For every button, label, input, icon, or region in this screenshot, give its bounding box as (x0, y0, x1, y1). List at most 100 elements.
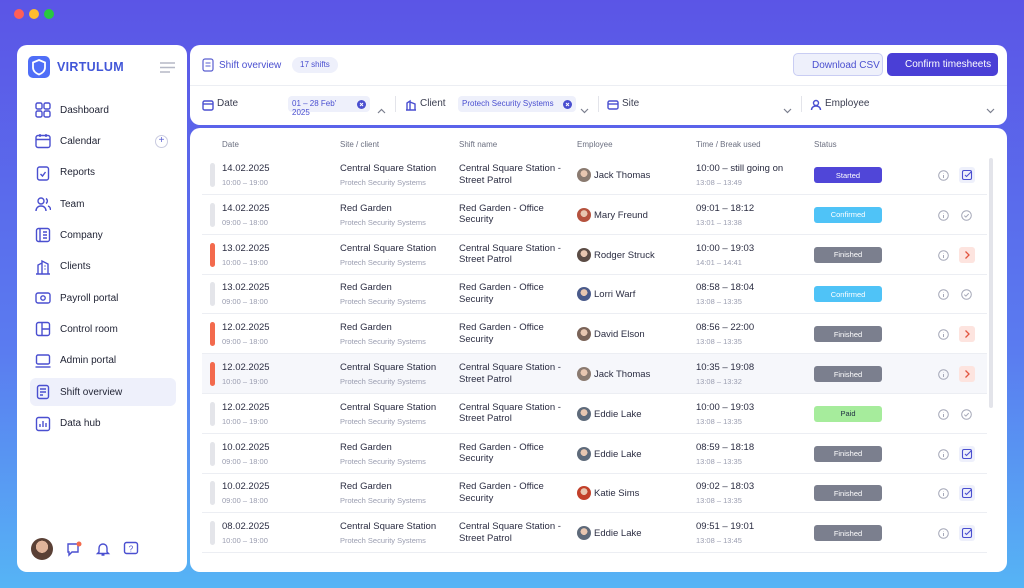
table-row[interactable]: 14.02.2025 10:00 – 19:00 Central Square St… (202, 155, 987, 195)
nav-item[interactable]: Dashboard (30, 96, 176, 124)
nav-icon (35, 228, 51, 243)
table-row[interactable]: 13.02.2025 10:00 – 19:00 Central Square St… (202, 235, 987, 275)
table-row[interactable]: 10.02.2025 09:00 – 18:00 Red Garden Protech… (202, 473, 987, 514)
nav-item[interactable]: Payroll portal (30, 284, 176, 312)
shift-hours: 10:00 – 19:00 (222, 178, 268, 187)
filter-caret (377, 101, 386, 119)
table-row[interactable]: 14.02.2025 09:00 – 18:00 Red Garden Protech… (202, 195, 987, 235)
nav-item[interactable]: Company (30, 221, 176, 249)
client-name: Protech Security Systems (340, 217, 426, 227)
brand-name: VIRTULUM (57, 60, 124, 74)
icon[interactable] (783, 108, 792, 114)
employee-name[interactable]: Eddie Lake (594, 408, 642, 420)
confirm-timesheets-button[interactable]: Confirm timesheets (887, 53, 998, 76)
icon (202, 100, 214, 111)
nav-icon (36, 165, 50, 181)
edit-button[interactable] (959, 445, 975, 462)
user-avatar[interactable] (31, 538, 53, 560)
nav-item[interactable]: Clients (30, 253, 176, 281)
icon[interactable] (938, 289, 949, 301)
filter-chip[interactable]: 01 – 28 Feb' 2025 (288, 96, 370, 117)
edit-button[interactable] (959, 167, 975, 183)
edit-button[interactable] (959, 525, 975, 542)
filter-label[interactable]: Employee (825, 98, 870, 109)
employee-name[interactable]: Katie Sims (594, 488, 640, 500)
info-icon (938, 369, 949, 383)
row-flag (210, 322, 215, 347)
filter-label[interactable]: Site (622, 98, 640, 109)
nav-item[interactable]: Admin portal (30, 347, 176, 375)
icon[interactable] (377, 108, 386, 114)
scrollbar[interactable] (989, 158, 993, 408)
window-close[interactable] (14, 9, 24, 19)
employee-name[interactable]: Eddie Lake (594, 528, 642, 540)
info-icon (938, 528, 949, 542)
info-icon (938, 249, 949, 264)
filter-icon (405, 98, 417, 116)
review-button[interactable] (959, 326, 975, 343)
table-row[interactable]: 10.02.2025 09:00 – 18:00 Red Garden Protech… (202, 434, 987, 474)
table-row[interactable]: 12.02.2025 09:00 – 18:00 Red Garden Protech… (202, 314, 987, 355)
review-button[interactable] (959, 366, 975, 382)
table-row[interactable]: 12.02.2025 10:00 – 19:00 Central Square St… (202, 354, 987, 394)
icon[interactable] (938, 408, 949, 420)
nav-label: Dashboard (60, 104, 109, 116)
filter-label[interactable]: Client (420, 98, 446, 109)
table-row[interactable]: 13.02.2025 09:00 – 18:00 Red Garden Protech… (202, 274, 987, 315)
nav-item[interactable]: Shift overview (30, 378, 176, 407)
icon[interactable] (357, 99, 366, 109)
nav-item[interactable]: Reports (30, 159, 176, 187)
filter-divider (395, 96, 396, 112)
messages-icon[interactable] (66, 541, 82, 557)
icon[interactable] (938, 488, 949, 500)
employee-name[interactable]: Rodger Struck (594, 249, 655, 261)
help-icon[interactable]: ? (123, 541, 139, 557)
filter-label[interactable]: Date (217, 98, 239, 109)
icon[interactable] (580, 108, 589, 114)
employee-name[interactable]: Jack Thomas (594, 369, 651, 380)
confirmed-icon (961, 209, 972, 224)
nav-item[interactable]: Team (30, 190, 176, 218)
employee-name[interactable]: David Elson (594, 329, 645, 341)
nav-item[interactable]: Control room (30, 315, 176, 343)
icon[interactable] (938, 249, 949, 261)
edit-button[interactable] (959, 485, 975, 502)
review-button[interactable] (959, 246, 975, 263)
employee-name[interactable]: Mary Freund (594, 209, 648, 221)
svg-text:?: ? (129, 545, 134, 554)
icon[interactable] (938, 369, 949, 380)
download-csv-button[interactable]: Download CSV (793, 53, 883, 76)
menu-toggle[interactable] (160, 62, 175, 73)
icon[interactable] (938, 528, 949, 539)
window-minimize[interactable] (29, 9, 39, 19)
info-icon (938, 170, 949, 184)
icon[interactable] (938, 329, 949, 340)
client-name: Protech Security Systems (340, 257, 426, 267)
nav-item[interactable]: Data hub (30, 410, 176, 438)
icon[interactable] (986, 108, 995, 114)
employee-avatar (577, 406, 591, 421)
add-calendar[interactable]: + (155, 135, 168, 148)
shift-date: 13.02.2025 (222, 242, 270, 254)
table-row[interactable]: 08.02.2025 10:00 – 19:00 Central Square St… (202, 513, 987, 554)
icon[interactable] (938, 170, 949, 181)
filter-chip[interactable]: Protech Security Systems (458, 96, 576, 112)
employee-name[interactable]: Lorri Warf (594, 289, 636, 301)
notifications-icon[interactable] (95, 541, 111, 557)
nav-icon (35, 354, 51, 368)
employee-name[interactable]: Jack Thomas (594, 170, 651, 181)
nav-icon (36, 384, 50, 400)
employee-name[interactable]: Eddie Lake (594, 448, 642, 460)
icon[interactable] (938, 448, 949, 460)
icon[interactable] (938, 209, 949, 221)
window-zoom[interactable] (44, 9, 54, 19)
icon[interactable] (563, 99, 572, 109)
row-flag (210, 521, 215, 546)
table-row[interactable]: 12.02.2025 10:00 – 19:00 Central Square St… (202, 394, 987, 434)
break-time: 13:08 – 13:45 (696, 536, 742, 546)
nav-label: Calendar (60, 135, 101, 147)
work-time: 10:00 – still going on (696, 163, 784, 174)
nav-item[interactable]: Calendar (30, 127, 176, 155)
shift-name: Central Square Station - Street Patrol (459, 242, 561, 266)
shift-name: Central Square Station - Street Patrol (459, 362, 561, 385)
